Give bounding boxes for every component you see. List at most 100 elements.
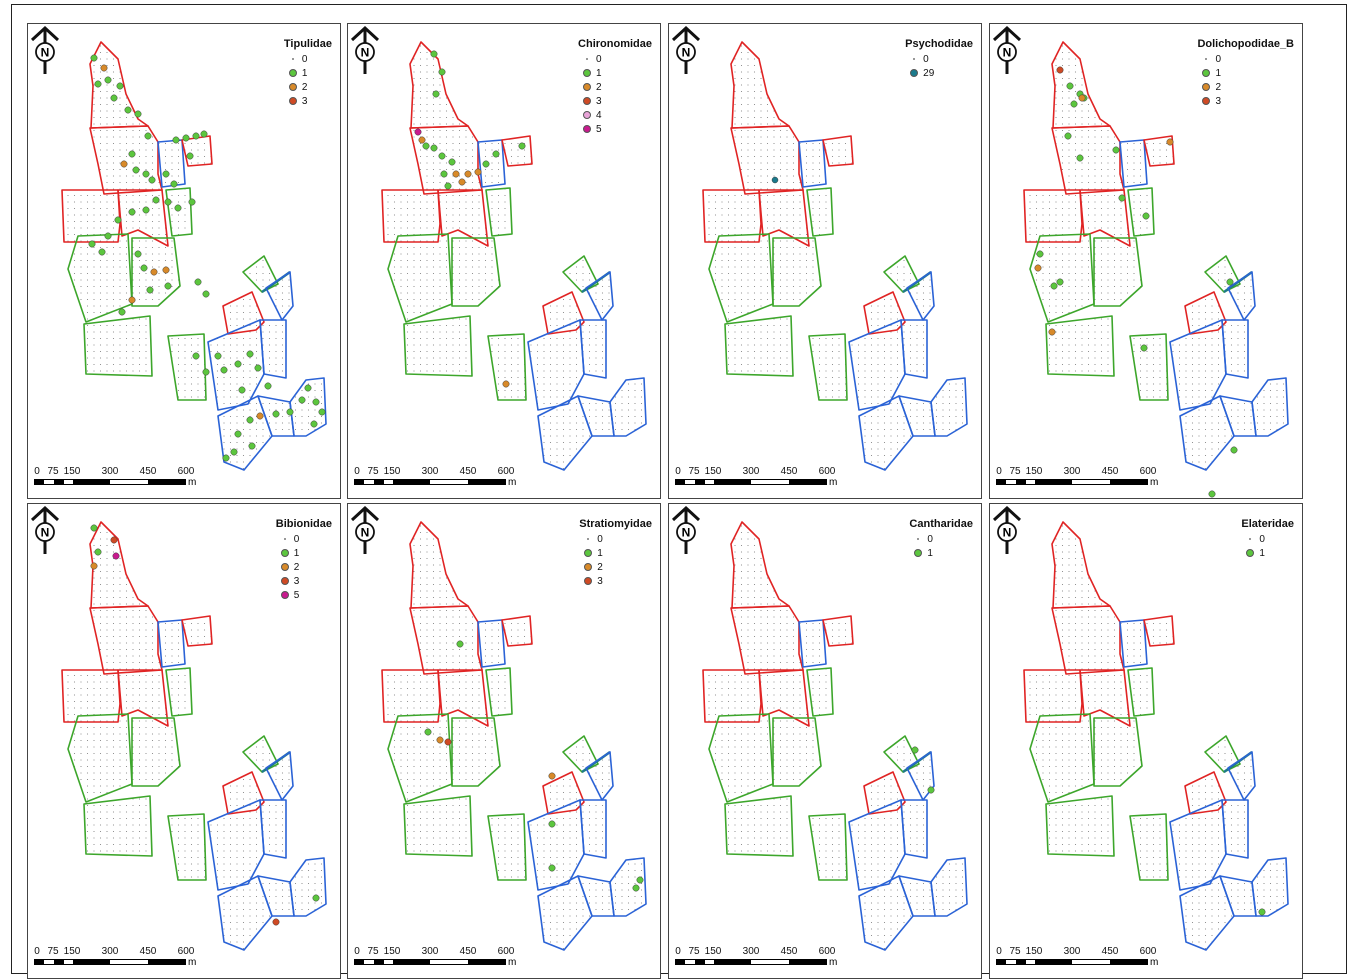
scale-tick-label: 600: [498, 946, 515, 957]
field-boundary-blue: [1222, 320, 1248, 378]
scale-tick-label: 75: [1009, 946, 1020, 957]
field-boundary-blue: [586, 752, 613, 800]
scale-tick-label: 150: [64, 946, 81, 957]
observation-point: [235, 431, 241, 437]
observation-point: [113, 553, 119, 559]
observation-point: [91, 563, 97, 569]
legend-symbol: [578, 69, 596, 77]
scale-tick-label: 600: [819, 466, 836, 477]
sampling-grid: [387, 525, 642, 949]
legend-title: Bibionidae: [276, 518, 332, 530]
observation-point: [1079, 95, 1085, 101]
legend-label: 29: [923, 68, 934, 79]
observation-point: [1051, 283, 1057, 289]
observation-point: [105, 233, 111, 239]
legend-entry: 1: [578, 66, 652, 80]
observation-point: [89, 241, 95, 247]
scale-tick-label: 0: [354, 946, 360, 957]
observation-point: [912, 747, 918, 753]
scale-tick-label: 150: [1026, 466, 1043, 477]
field-boundary-blue: [158, 620, 185, 667]
legend-entry: 5: [578, 122, 652, 136]
observation-point: [549, 773, 555, 779]
scale-tick-label: 0: [675, 946, 681, 957]
field-boundary-green: [488, 814, 526, 880]
field-boundary-blue: [586, 272, 613, 320]
legend-symbol: [1241, 538, 1259, 540]
field-boundary-blue: [538, 396, 592, 470]
observation-point: [163, 171, 169, 177]
observation-point: [439, 153, 445, 159]
field-boundary-blue: [260, 320, 286, 378]
scale-unit: m: [508, 477, 516, 488]
field-boundary-red: [90, 606, 162, 674]
observation-point: [171, 181, 177, 187]
scale-tick-label: 0: [34, 946, 40, 957]
field-boundary-blue: [1120, 140, 1147, 187]
scale-tick-label: 150: [384, 466, 401, 477]
field-boundary-red: [502, 616, 532, 646]
field-boundary-red: [90, 522, 148, 608]
observation-point: [313, 399, 319, 405]
observation-point: [235, 361, 241, 367]
legend-label: 0: [597, 534, 603, 545]
observation-point: [203, 291, 209, 297]
field-boundary-green: [1030, 234, 1094, 322]
field-boundary-red: [731, 126, 803, 194]
field-boundary-red: [731, 522, 789, 608]
observation-point: [223, 455, 229, 461]
observation-point: [1065, 133, 1071, 139]
observation-point: [1141, 345, 1147, 351]
observation-point: [475, 169, 481, 175]
scale-bar-graphic: [354, 959, 506, 965]
scale-tick-label: 450: [460, 946, 477, 957]
legend-symbol: [284, 58, 302, 60]
observation-point: [143, 207, 149, 213]
field-boundary-blue: [1228, 272, 1255, 320]
observation-point: [549, 865, 555, 871]
legend-entry: 0: [909, 532, 973, 546]
scale-unit: m: [1150, 477, 1158, 488]
observation-point: [287, 409, 293, 415]
legend-label: 1: [927, 548, 933, 559]
observation-point: [117, 83, 123, 89]
legend-title: Psychodidae: [905, 38, 973, 50]
legend-label: 3: [596, 96, 602, 107]
field-boundary-green: [452, 718, 500, 786]
observation-point: [633, 885, 639, 891]
field-boundary-blue: [538, 876, 592, 950]
field-boundary-green: [563, 736, 598, 772]
legend-symbol: [276, 591, 294, 599]
field-boundary-green: [168, 334, 206, 400]
field-boundary-green: [1094, 238, 1142, 306]
observation-point: [91, 525, 97, 531]
legend-label: 3: [294, 576, 300, 587]
legend-label: 1: [294, 548, 300, 559]
observation-point: [105, 77, 111, 83]
observation-point: [193, 133, 199, 139]
scale-tick-label: 75: [47, 946, 58, 957]
scale-unit: m: [188, 477, 196, 488]
observation-point: [111, 95, 117, 101]
scale-unit: m: [508, 957, 516, 968]
observation-point: [265, 383, 271, 389]
scale-tick-label: 300: [743, 946, 760, 957]
observation-point: [133, 167, 139, 173]
observation-point: [445, 183, 451, 189]
legend-entry: 2: [284, 80, 332, 94]
scale-tick-label: 300: [1064, 466, 1081, 477]
observation-point: [153, 197, 159, 203]
legend-symbol: [578, 111, 596, 119]
observation-point: [415, 129, 421, 135]
sampling-grid: [67, 45, 322, 469]
observation-point: [249, 443, 255, 449]
legend-symbol: [579, 538, 597, 540]
